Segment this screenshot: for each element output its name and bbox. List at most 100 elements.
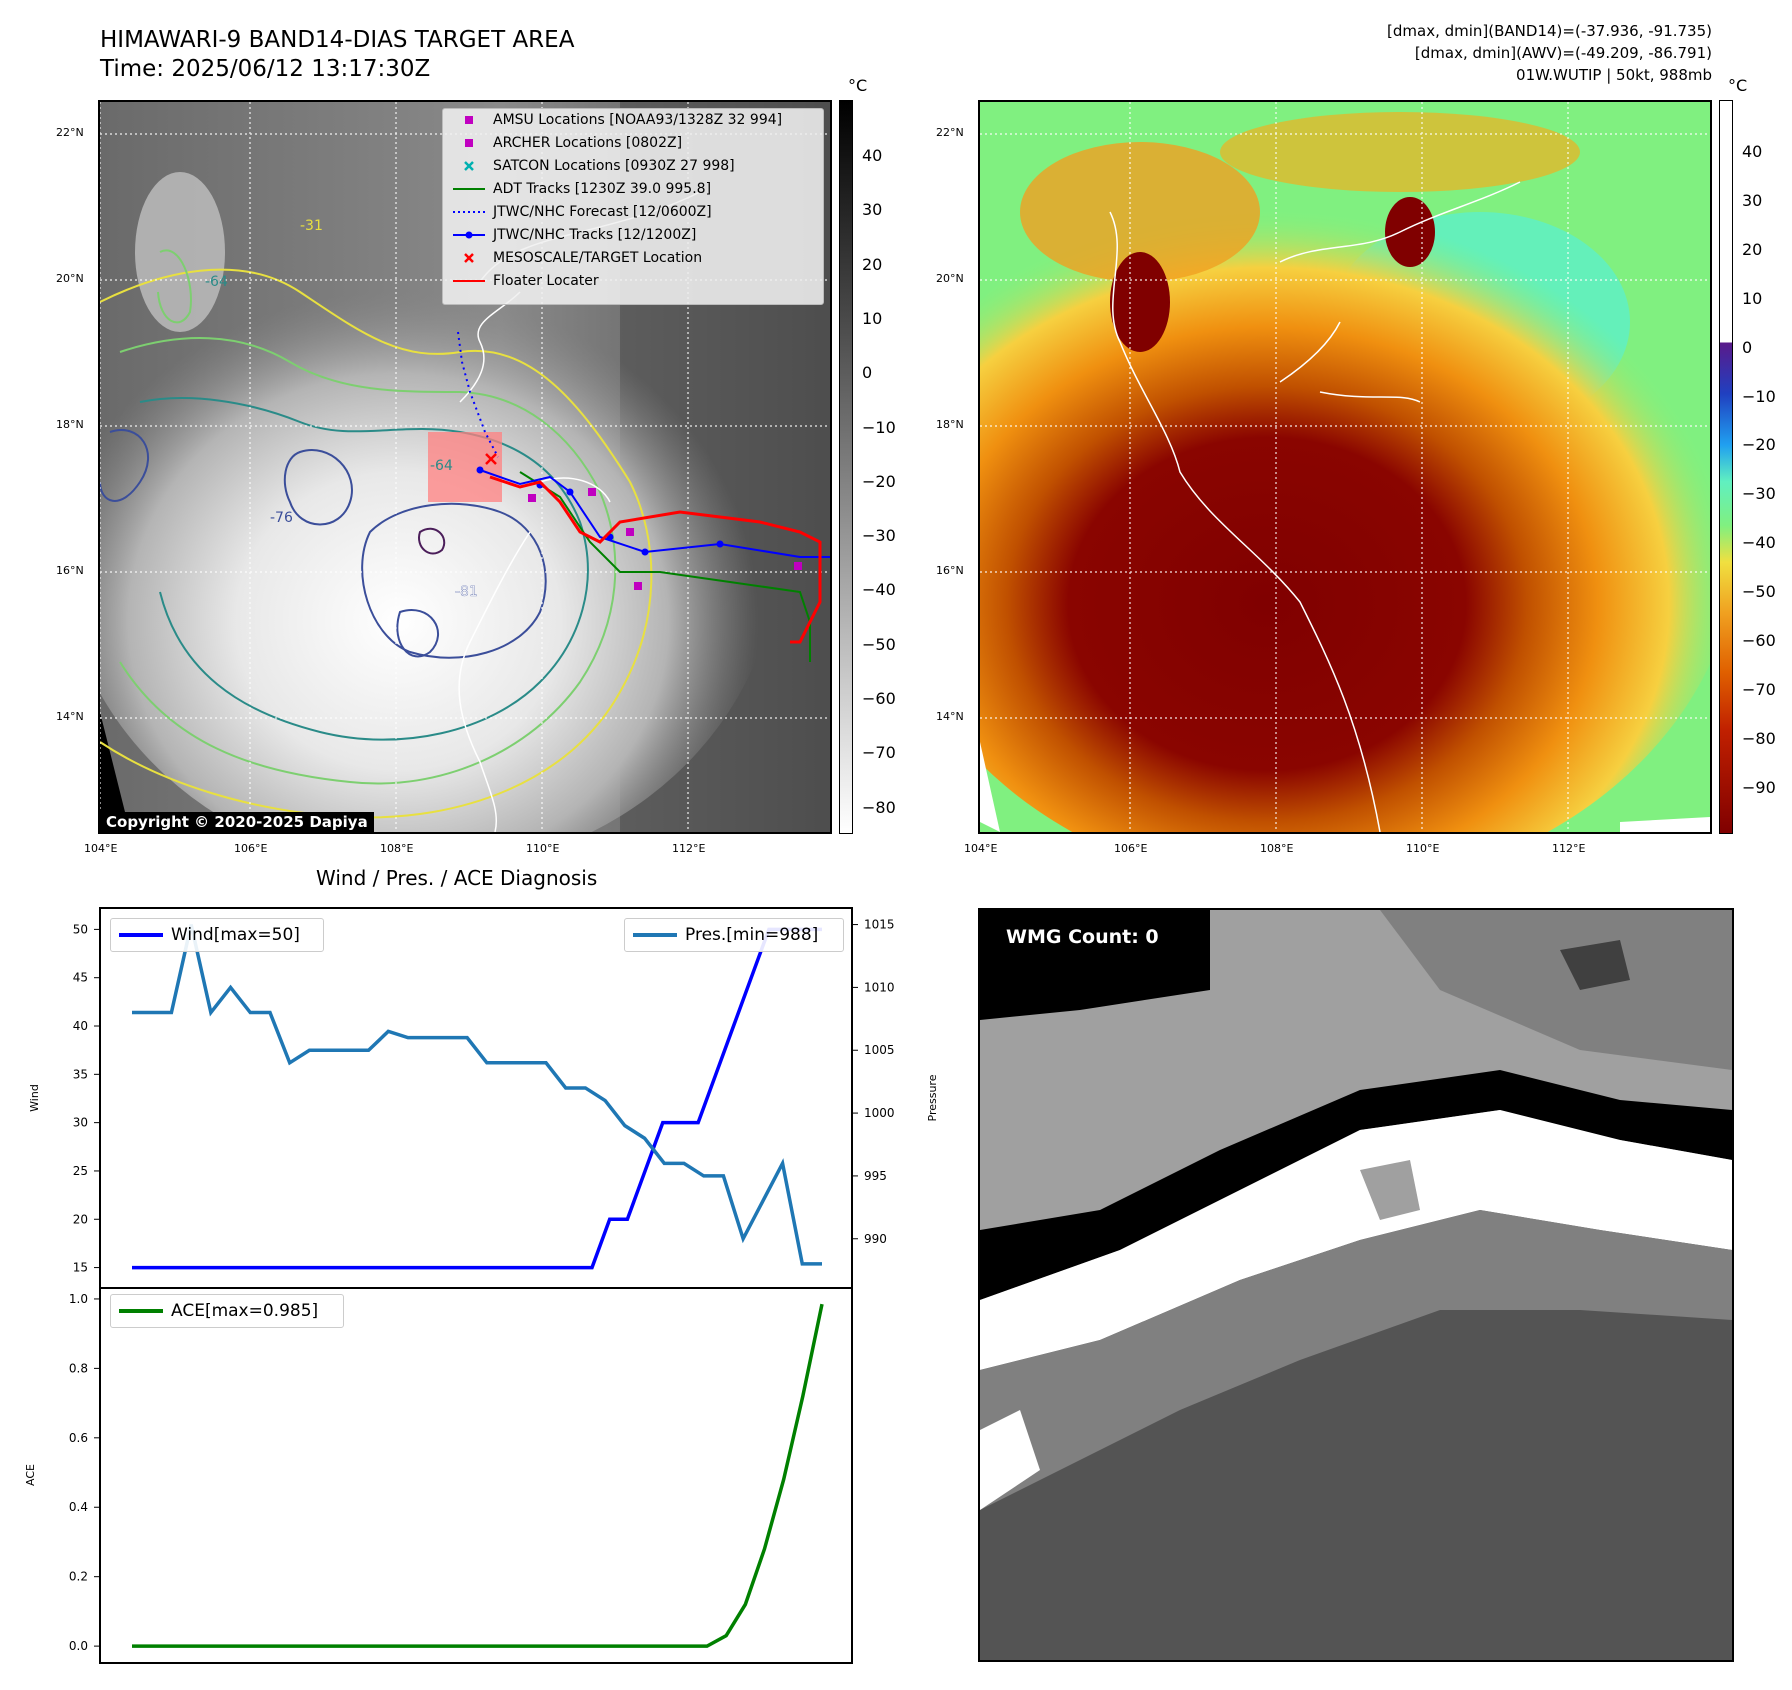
pressure-tick-label: 1005 [864,1043,895,1057]
legend-amsu: AMSU Locations [NOAA93/1328Z 32 994] [443,109,823,132]
ace-tick-label: 1.0 [69,1292,88,1306]
band14-colorbar-tick: −50 [862,634,896,654]
pressure-tick-label: 995 [864,1169,887,1183]
lon-106-right: 106°E [1114,842,1148,855]
wind-ylabel: Wind [28,1084,41,1112]
lat-22-right: 22°N [936,126,964,139]
pressure-series-line [132,924,822,1266]
pressure-tick-label: 1000 [864,1106,895,1120]
lon-112-left: 112°E [672,842,706,855]
pressure-ylabel: Pressure [926,1074,939,1121]
figure-title: HIMAWARI-9 BAND14-DIAS TARGET AREA [100,27,575,53]
pressure-tick-label: 1015 [864,918,895,932]
awv-colorbar-tick: −10 [1742,386,1776,406]
awv-colorbar-tick: −60 [1742,631,1776,650]
band14-range: [dmax, dmin](BAND14)=(-37.936, -91.735) [1387,22,1712,40]
lon-104-right: 104°E [964,842,998,855]
lat-16-left: 16°N [56,564,84,577]
lat-18-left: 18°N [56,418,84,431]
lon-104-left: 104°E [84,842,118,855]
wind-tick-label: 50 [73,922,88,936]
band14-colorbar-tick: −60 [862,689,896,708]
band14-colorbar-tick: 20 [862,254,883,274]
legend-archer: ARCHER Locations [0802Z] [443,132,823,155]
awv-colorbar-tick: −50 [1742,582,1776,602]
band14-colorbar-unit: °C [848,76,868,95]
wind-tick-label: 20 [73,1212,88,1226]
pressure-tick-label: 990 [864,1232,887,1246]
lat-20-right: 20°N [936,272,964,285]
awv-colorbar-unit: °C [1728,76,1748,95]
map-legend: AMSU Locations [NOAA93/1328Z 32 994] ARC… [442,108,824,305]
awv-colorbar-tick: 10 [1742,288,1763,308]
lat-22-left: 22°N [56,126,84,139]
lon-110-left: 110°E [526,842,560,855]
wmg-count-label: WMG Count: 0 [996,924,1169,950]
awv-range: [dmax, dmin](AWV)=(-49.209, -86.791) [1414,44,1712,62]
awv-map [978,100,1712,834]
pressure-legend-label: Pres.[min=988] [685,925,819,945]
band14-colorbar [839,100,853,834]
awv-colorbar-tick: 20 [1742,239,1763,259]
band14-ir-map: -64 -64 -31 -76 -81 Copyright © 2020-202… [98,100,832,834]
wind-legend-label: Wind[max=50] [171,925,300,945]
ace-series-line [132,1303,824,1648]
wind-tick-label: 15 [73,1261,88,1275]
ace-legend: ACE[max=0.985] [110,1294,344,1328]
svg-text:-31: -31 [300,218,323,234]
lat-18-right: 18°N [936,418,964,431]
awv-colorbar [1719,100,1733,834]
lat-16-right: 16°N [936,564,964,577]
band14-colorbar-tick: −70 [862,743,896,763]
awv-colorbar-tick: 0 [1742,337,1753,357]
awv-colorbar-tick: −80 [1742,728,1776,748]
svg-text:-76: -76 [270,510,293,526]
band14-colorbar-tick: 30 [862,200,883,220]
legend-jtwc-tracks: JTWC/NHC Tracks [12/1200Z] [443,224,823,247]
band14-colorbar-tick: 0 [862,363,873,383]
pressure-legend: Pres.[min=988] [624,918,844,952]
awv-colorbar-tick: −90 [1742,777,1776,797]
band14-colorbar-tick: −20 [862,471,896,491]
ace-legend-label: ACE[max=0.985] [171,1301,319,1321]
lat-20-left: 20°N [56,272,84,285]
wind-tick-label: 45 [73,971,88,985]
ace-frame [99,1287,853,1664]
ace-tick-label: 0.4 [69,1500,88,1514]
band14-colorbar-tick: −80 [862,797,896,817]
lat-14-left: 14°N [56,710,84,723]
svg-text:-81: -81 [455,584,478,600]
band14-colorbar-tick: −10 [862,417,896,437]
legend-floater: Floater Locater [453,273,599,289]
ace-tick-label: 0.0 [69,1639,88,1653]
awv-colorbar-tick: −70 [1742,679,1776,699]
ace-tick-label: 0.8 [69,1361,88,1375]
ace-tick-label: 0.6 [69,1431,88,1445]
legend-forecast: JTWC/NHC Forecast [12/0600Z] [453,204,712,220]
ace-tick-label: 0.2 [69,1570,88,1584]
lon-112-right: 112°E [1552,842,1586,855]
storm-info: 01W.WUTIP | 50kt, 988mb [1516,66,1712,84]
band14-colorbar-tick: 10 [862,308,883,328]
band14-colorbar-tick: −30 [862,526,896,546]
wind-tick-label: 35 [73,1067,88,1081]
target-box [428,432,502,502]
wind-tick-label: 25 [73,1164,88,1178]
lon-110-right: 110°E [1406,842,1440,855]
pressure-tick-label: 1010 [864,980,895,994]
wmg-panel: WMG Count: 0 [978,908,1734,1662]
lat-14-right: 14°N [936,710,964,723]
wind-legend: Wind[max=50] [110,918,324,952]
band14-colorbar-tick: 40 [862,146,883,165]
svg-text:-64: -64 [430,458,453,474]
wind-tick-label: 40 [73,1019,88,1033]
diagnosis-title: Wind / Pres. / ACE Diagnosis [316,866,598,890]
awv-colorbar-tick: −20 [1742,435,1776,455]
awv-colorbar-tick: −40 [1742,533,1776,553]
awv-colorbar-tick: 30 [1742,190,1763,210]
lon-106-left: 106°E [234,842,268,855]
wind-tick-label: 30 [73,1116,88,1130]
lon-108-right: 108°E [1260,842,1294,855]
svg-text:-64: -64 [205,274,228,290]
